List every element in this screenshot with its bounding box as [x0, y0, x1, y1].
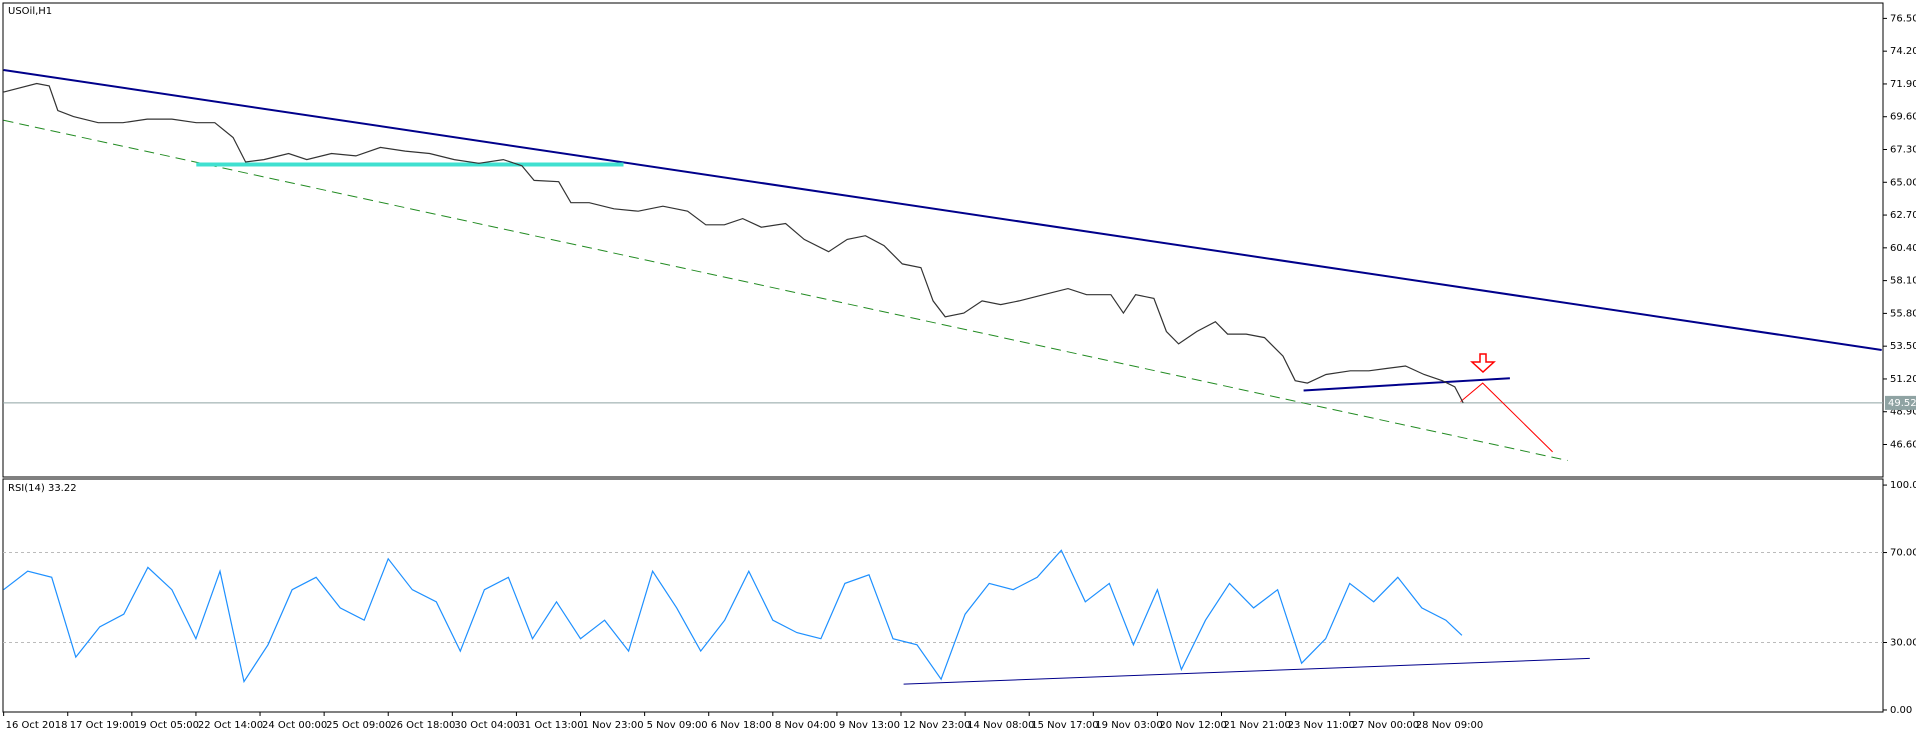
trend-line	[1460, 382, 1553, 453]
x-tick-label: 17 Oct 19:00	[70, 720, 135, 731]
x-tick-label: 16 Oct 2018	[6, 720, 68, 731]
x-tick-label: 23 Nov 11:00	[1288, 720, 1355, 731]
y-tick-label: 53.50	[1890, 341, 1916, 352]
y-tick-label: 0.00	[1890, 705, 1912, 716]
y-tick-label: 71.90	[1890, 79, 1916, 90]
series-line	[3, 549, 1463, 684]
x-tick-label: 20 Nov 12:00	[1159, 720, 1226, 731]
trend-line	[1303, 377, 1510, 392]
x-tick-label: 24 Oct 00:00	[262, 720, 327, 731]
x-tick-label: 28 Nov 09:00	[1416, 720, 1483, 731]
x-tick-label: 21 Nov 21:00	[1224, 720, 1291, 731]
trend-line	[3, 69, 1882, 351]
x-tick-label: 25 Oct 09:00	[326, 720, 391, 731]
rsi-title: RSI(14) 33.22	[8, 483, 77, 494]
y-tick-label: 67.30	[1890, 145, 1916, 156]
price-pane	[2, 2, 1884, 478]
x-tick-label: 31 Oct 13:00	[518, 720, 583, 731]
x-tick-label: 8 Nov 04:00	[775, 720, 836, 731]
y-tick-label: 74.20	[1890, 46, 1916, 57]
arrow-marker	[1470, 353, 1496, 374]
x-tick-label: 22 Oct 14:00	[198, 720, 263, 731]
x-tick-label: 19 Nov 03:00	[1095, 720, 1162, 731]
y-tick-label: 60.40	[1890, 243, 1916, 254]
x-tick-label: 30 Oct 04:00	[454, 720, 519, 731]
chart-title: USOil,H1	[8, 6, 52, 17]
x-tick-label: 5 Nov 09:00	[647, 720, 708, 731]
x-tick-label: 26 Oct 18:00	[390, 720, 455, 731]
y-tick-label: 70.00	[1890, 548, 1916, 559]
y-tick-label: 69.60	[1890, 112, 1916, 123]
y-tick-label: 100.00	[1890, 480, 1916, 491]
x-tick-label: 15 Nov 17:00	[1031, 720, 1098, 731]
y-tick-label: 48.90	[1890, 407, 1916, 418]
last-price-box	[1885, 395, 1916, 410]
trend-line	[3, 119, 1568, 461]
x-tick-label: 14 Nov 08:00	[967, 720, 1034, 731]
x-tick-label: 9 Nov 13:00	[839, 720, 900, 731]
y-tick-label: 30.00	[1890, 638, 1916, 649]
last-price-label: 49.52	[1888, 398, 1916, 409]
trend-line	[903, 657, 1590, 685]
y-tick-label: 55.80	[1890, 308, 1916, 319]
series-line	[3, 82, 1464, 404]
y-tick-label: 76.50	[1890, 13, 1916, 24]
y-tick-label: 65.00	[1890, 177, 1916, 188]
y-tick-label: 62.70	[1890, 210, 1916, 221]
x-tick-label: 6 Nov 18:00	[711, 720, 772, 731]
x-tick-label: 19 Oct 05:00	[134, 720, 199, 731]
rsi-pane	[2, 478, 1884, 713]
x-tick-label: 12 Nov 23:00	[903, 720, 970, 731]
x-tick-label: 27 Nov 00:00	[1352, 720, 1419, 731]
y-tick-label: 51.20	[1890, 374, 1916, 385]
x-tick-label: 1 Nov 23:00	[583, 720, 644, 731]
y-tick-label: 58.10	[1890, 276, 1916, 287]
y-tick-label: 46.60	[1890, 440, 1916, 451]
